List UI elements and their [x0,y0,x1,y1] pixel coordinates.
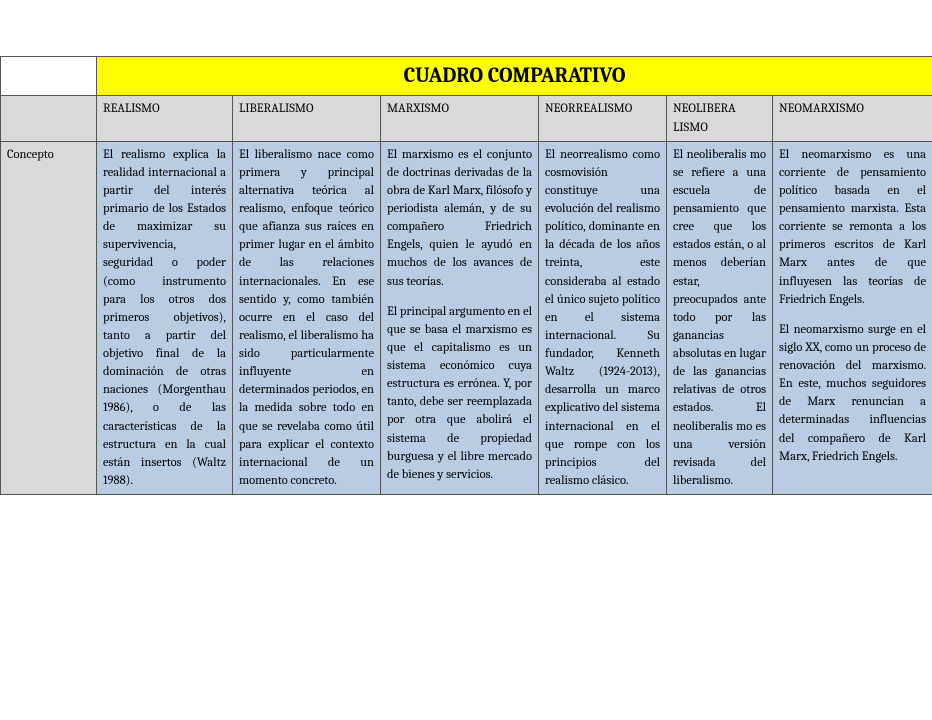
header-marxismo: MARXISMO [381,96,539,141]
cell-liberalismo: El liberalismo nace como primera y princ… [233,141,381,494]
cell-marxismo: El marxismo es el conjunto de doctrinas … [381,141,539,494]
table-title: CUADRO COMPARATIVO [97,57,932,96]
header-neorrealismo: NEORREALISMO [539,96,667,141]
row-label-concepto: Concepto [1,141,97,494]
cell-neoliberalismo: El neoliberalis mo se refiere a una escu… [667,141,773,494]
header-neoliberalismo: NEOLIBERA LISMO [667,96,773,141]
title-blank-cell [1,57,97,96]
table-wrapper: CUADRO COMPARATIVO REALISMO LIBERALISMO … [0,0,932,495]
cell-text: El neoliberalis mo se refiere a una escu… [673,148,766,488]
title-row: CUADRO COMPARATIVO [1,57,932,96]
cell-neorrealismo: El neorrealismo como cosmovisión constit… [539,141,667,494]
cell-text: El principal argumento en el que se basa… [387,305,532,482]
cell-text: El neomarxismo surge en el siglo XX, com… [779,323,926,464]
cell-text: El realismo explica la realidad internac… [103,148,226,488]
header-neomarxismo: NEOMARXISMO [773,96,932,141]
concepto-row: Concepto El realismo explica la realidad… [1,141,932,494]
cell-text: El neomarxismo es una corriente de pensa… [779,148,926,307]
header-realismo: REALISMO [97,96,233,141]
cell-text: El liberalismo nace como primera y princ… [239,148,374,488]
cell-text: El marxismo es el conjunto de doctrinas … [387,148,532,289]
comparison-table: CUADRO COMPARATIVO REALISMO LIBERALISMO … [0,56,932,495]
paragraph-gap [779,309,926,321]
cell-text: El neorrealismo como cosmovisión constit… [545,148,660,488]
header-liberalismo: LIBERALISMO [233,96,381,141]
paragraph-gap [387,291,532,303]
header-blank [1,96,97,141]
cell-neomarxismo: El neomarxismo es una corriente de pensa… [773,141,932,494]
cell-realismo: El realismo explica la realidad internac… [97,141,233,494]
header-row: REALISMO LIBERALISMO MARXISMO NEORREALIS… [1,96,932,141]
